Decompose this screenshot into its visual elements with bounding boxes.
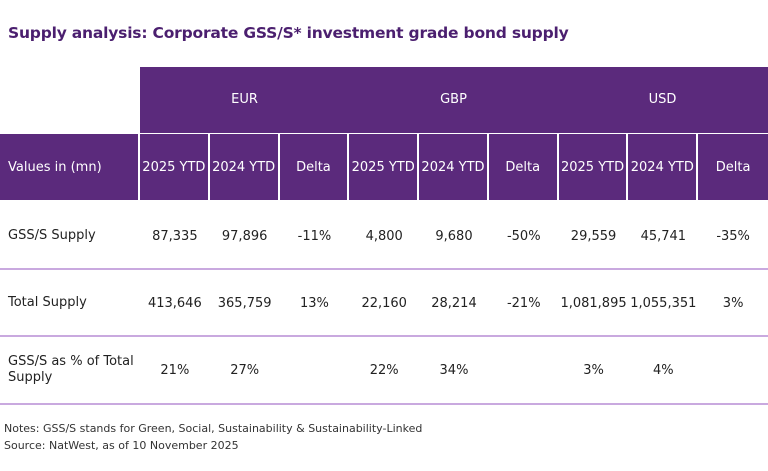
table-cell: 22,160 [361, 295, 407, 311]
currency-gbp: GBP [440, 92, 467, 107]
table-row: GSS/S Supply 87,335 97,896 -11% 4,800 9,680 -5… [0, 203, 768, 269]
currency-eur: EUR [231, 92, 258, 107]
table-cell: 9,680 [435, 228, 473, 244]
table-cell: 3% [722, 295, 744, 311]
source-text: Source: NatWest, as of 10 November 2025 [4, 439, 239, 452]
header-col: 2025 YTD [349, 134, 420, 200]
table-row: GSS/S as % of Total Supply 21% 27% 22% 34% 3%… [0, 337, 768, 403]
table-cell: 4% [653, 362, 674, 378]
currency-header-band [140, 67, 768, 133]
row-label: Total Supply [8, 295, 87, 310]
table-cell: 87,335 [152, 228, 198, 244]
table-cell: 413,646 [147, 295, 202, 311]
table-cell: 3% [583, 362, 604, 378]
row-divider [0, 403, 768, 405]
table-cell: 21% [160, 362, 190, 378]
row-label: GSS/S Supply [8, 228, 96, 243]
currency-usd: USD [648, 92, 677, 107]
table-cell: 27% [230, 362, 260, 378]
header-col: Delta [698, 134, 768, 200]
header-col: 2024 YTD [628, 134, 699, 200]
table-cell: -21% [506, 295, 541, 311]
header-col: Delta [488, 134, 559, 200]
table-cell: 34% [439, 362, 469, 378]
table-cell: 29,559 [570, 228, 617, 244]
table-cell: -11% [297, 228, 332, 244]
header-col: 2025 YTD [558, 134, 629, 200]
row-divider [0, 335, 768, 337]
table-cell: 28,214 [431, 295, 477, 311]
header-col: 2024 YTD [209, 134, 280, 200]
header-col: Delta [279, 134, 350, 200]
header-col: 2025 YTD [139, 134, 210, 200]
table-cell: 4,800 [365, 228, 403, 244]
row-divider [0, 268, 768, 270]
table-cell: 45,741 [640, 228, 687, 244]
table-cell: 13% [299, 295, 329, 311]
table-cell: -50% [506, 228, 541, 244]
table-row: Total Supply 413,646 365,759 13% 22,160 28,21… [0, 270, 768, 336]
table-cell: 1,081,895 [560, 295, 627, 311]
table-cell: 97,896 [221, 228, 268, 244]
page-title: Supply analysis: Corporate GSS/S* invest… [8, 24, 569, 42]
header-col: 2024 YTD [419, 134, 489, 200]
notes-text: Notes: GSS/S stands for Green, Social, S… [4, 422, 423, 435]
table-cell: 365,759 [217, 295, 272, 311]
table-cell: 1,055,351 [630, 295, 697, 311]
column-header-row: Values in (mn) 2025 YTD 2024 YTD Delta 2025… [0, 134, 768, 200]
table-cell: -35% [716, 228, 750, 244]
row-label: GSS/S as % of Total Supply [8, 354, 134, 385]
table-cell: 22% [369, 362, 399, 378]
header-values-in: Values in (mn) [0, 134, 140, 200]
